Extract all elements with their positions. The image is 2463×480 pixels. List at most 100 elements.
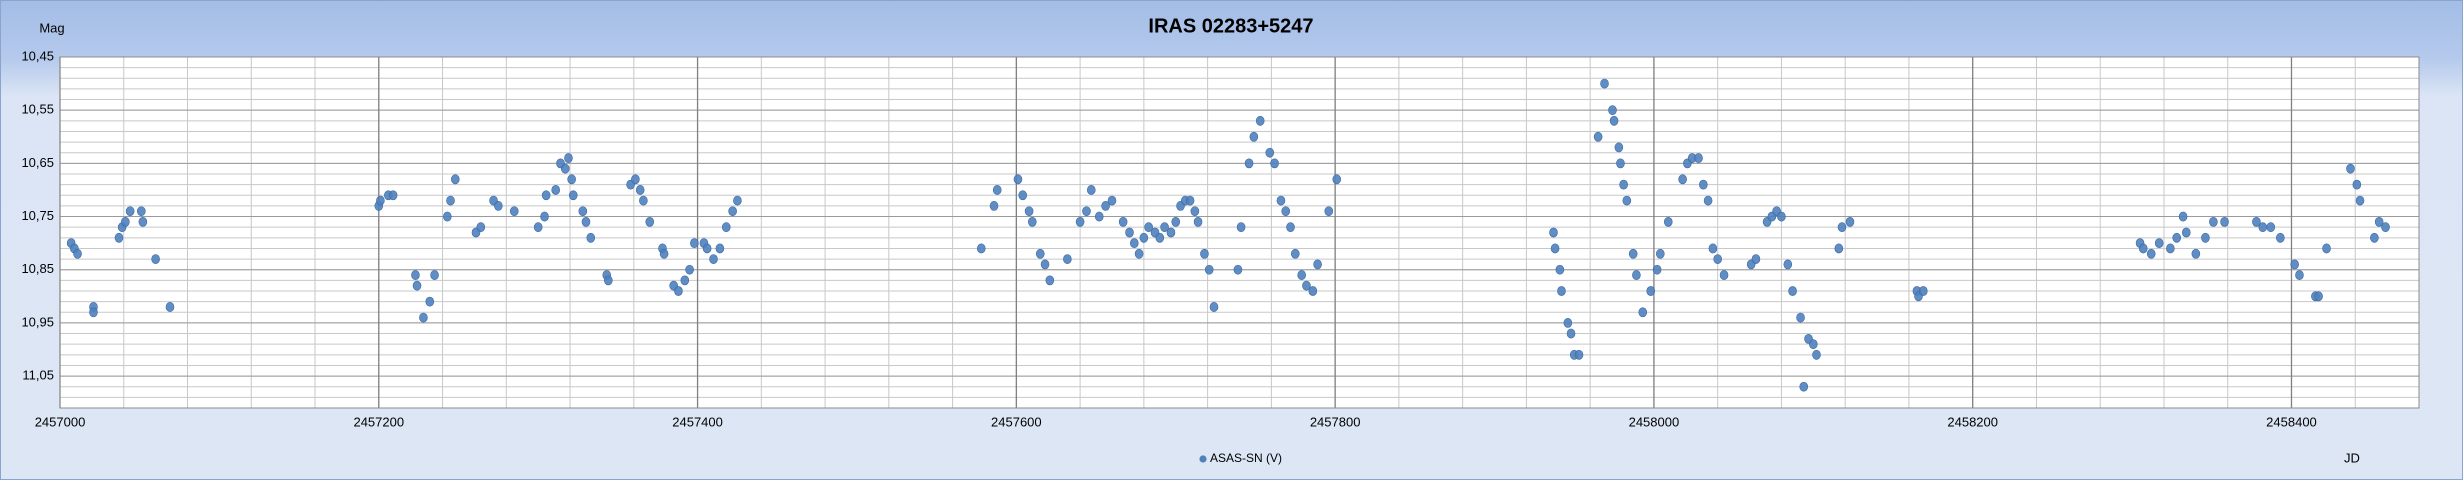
data-point	[1024, 206, 1034, 217]
data-point	[1290, 248, 1300, 259]
data-point	[1837, 222, 1847, 233]
data-point	[2138, 243, 2148, 254]
data-point	[976, 243, 986, 254]
data-point	[1018, 190, 1028, 201]
y-tick-label: 10,75	[21, 208, 54, 223]
data-point	[2266, 222, 2276, 233]
data-point	[419, 312, 428, 323]
data-point	[1166, 227, 1176, 238]
data-point	[2166, 243, 2175, 254]
data-point	[733, 195, 742, 206]
data-point	[1193, 216, 1203, 227]
data-point	[690, 238, 699, 249]
data-point	[1249, 131, 1259, 142]
data-point	[604, 275, 613, 286]
data-point	[1845, 216, 1855, 227]
data-point	[1918, 286, 1928, 296]
data-point	[2381, 222, 2390, 233]
data-point	[1678, 174, 1687, 185]
data-point	[685, 264, 694, 275]
data-point	[443, 211, 452, 222]
data-point	[1703, 195, 1713, 206]
data-point	[1713, 254, 1722, 264]
data-point	[1139, 232, 1149, 243]
data-point	[1075, 216, 1085, 227]
data-point	[1751, 254, 1761, 264]
x-tick-label: 2458000	[1629, 414, 1680, 429]
data-point	[1783, 259, 1793, 270]
data-point	[1616, 158, 1625, 169]
data-point	[2252, 216, 2261, 227]
data-point	[540, 211, 549, 222]
x-tick-label: 2458400	[2266, 414, 2317, 429]
data-point	[1600, 78, 1609, 89]
data-point	[1027, 216, 1037, 227]
data-point	[138, 216, 148, 227]
data-point	[1549, 227, 1558, 238]
data-point	[125, 206, 135, 217]
data-point	[411, 270, 420, 280]
data-point	[2220, 216, 2229, 227]
data-point	[121, 216, 130, 227]
data-point	[2374, 216, 2384, 227]
data-point	[639, 195, 648, 206]
data-point	[1638, 307, 1648, 318]
data-point	[1614, 142, 1624, 153]
data-point	[1082, 206, 1091, 217]
data-point	[1555, 264, 1565, 275]
data-point	[1609, 115, 1619, 126]
data-point	[1655, 248, 1665, 259]
x-tick-label: 2457800	[1310, 414, 1361, 429]
data-point	[1209, 302, 1219, 312]
data-point	[509, 206, 519, 217]
data-point	[376, 195, 385, 206]
data-point	[560, 163, 570, 174]
data-point	[450, 174, 460, 185]
data-point	[2172, 232, 2182, 243]
data-point	[1809, 339, 1818, 350]
data-point	[1255, 115, 1265, 126]
data-point	[1094, 211, 1104, 222]
data-point	[578, 206, 588, 217]
data-point	[388, 190, 398, 201]
data-point	[2258, 222, 2268, 233]
data-point	[2295, 270, 2304, 280]
data-point	[1134, 248, 1144, 259]
plot-area	[60, 57, 2419, 408]
data-point	[1045, 275, 1055, 286]
data-point	[2178, 211, 2188, 222]
legend-label: ASAS-SN (V)	[1210, 451, 1282, 465]
data-point	[476, 222, 486, 233]
data-point	[2370, 232, 2379, 243]
data-point	[721, 222, 731, 233]
data-point	[1190, 206, 1200, 217]
data-point	[1160, 222, 1169, 233]
x-tick-label: 2457400	[672, 414, 723, 429]
data-point	[1281, 206, 1291, 217]
data-point	[1308, 286, 1318, 296]
data-point	[631, 174, 640, 185]
data-point	[2290, 259, 2299, 270]
data-point	[567, 174, 576, 185]
data-point	[1130, 238, 1139, 249]
data-point	[551, 185, 561, 195]
data-point	[1663, 216, 1673, 227]
data-point	[1101, 201, 1110, 211]
data-point	[674, 286, 683, 296]
data-point	[1270, 158, 1279, 169]
data-point	[1171, 216, 1181, 227]
data-point	[702, 243, 712, 254]
data-point	[446, 195, 455, 206]
y-tick-label: 11,05	[22, 368, 54, 383]
data-point	[581, 216, 591, 227]
data-point	[541, 190, 551, 201]
data-point	[1185, 195, 1195, 206]
data-point	[1233, 264, 1243, 275]
data-point	[2154, 238, 2164, 249]
data-point	[1566, 328, 1576, 339]
data-point	[2355, 195, 2365, 206]
data-point	[494, 201, 503, 211]
grid	[59, 56, 2420, 409]
data-point	[1557, 286, 1566, 296]
